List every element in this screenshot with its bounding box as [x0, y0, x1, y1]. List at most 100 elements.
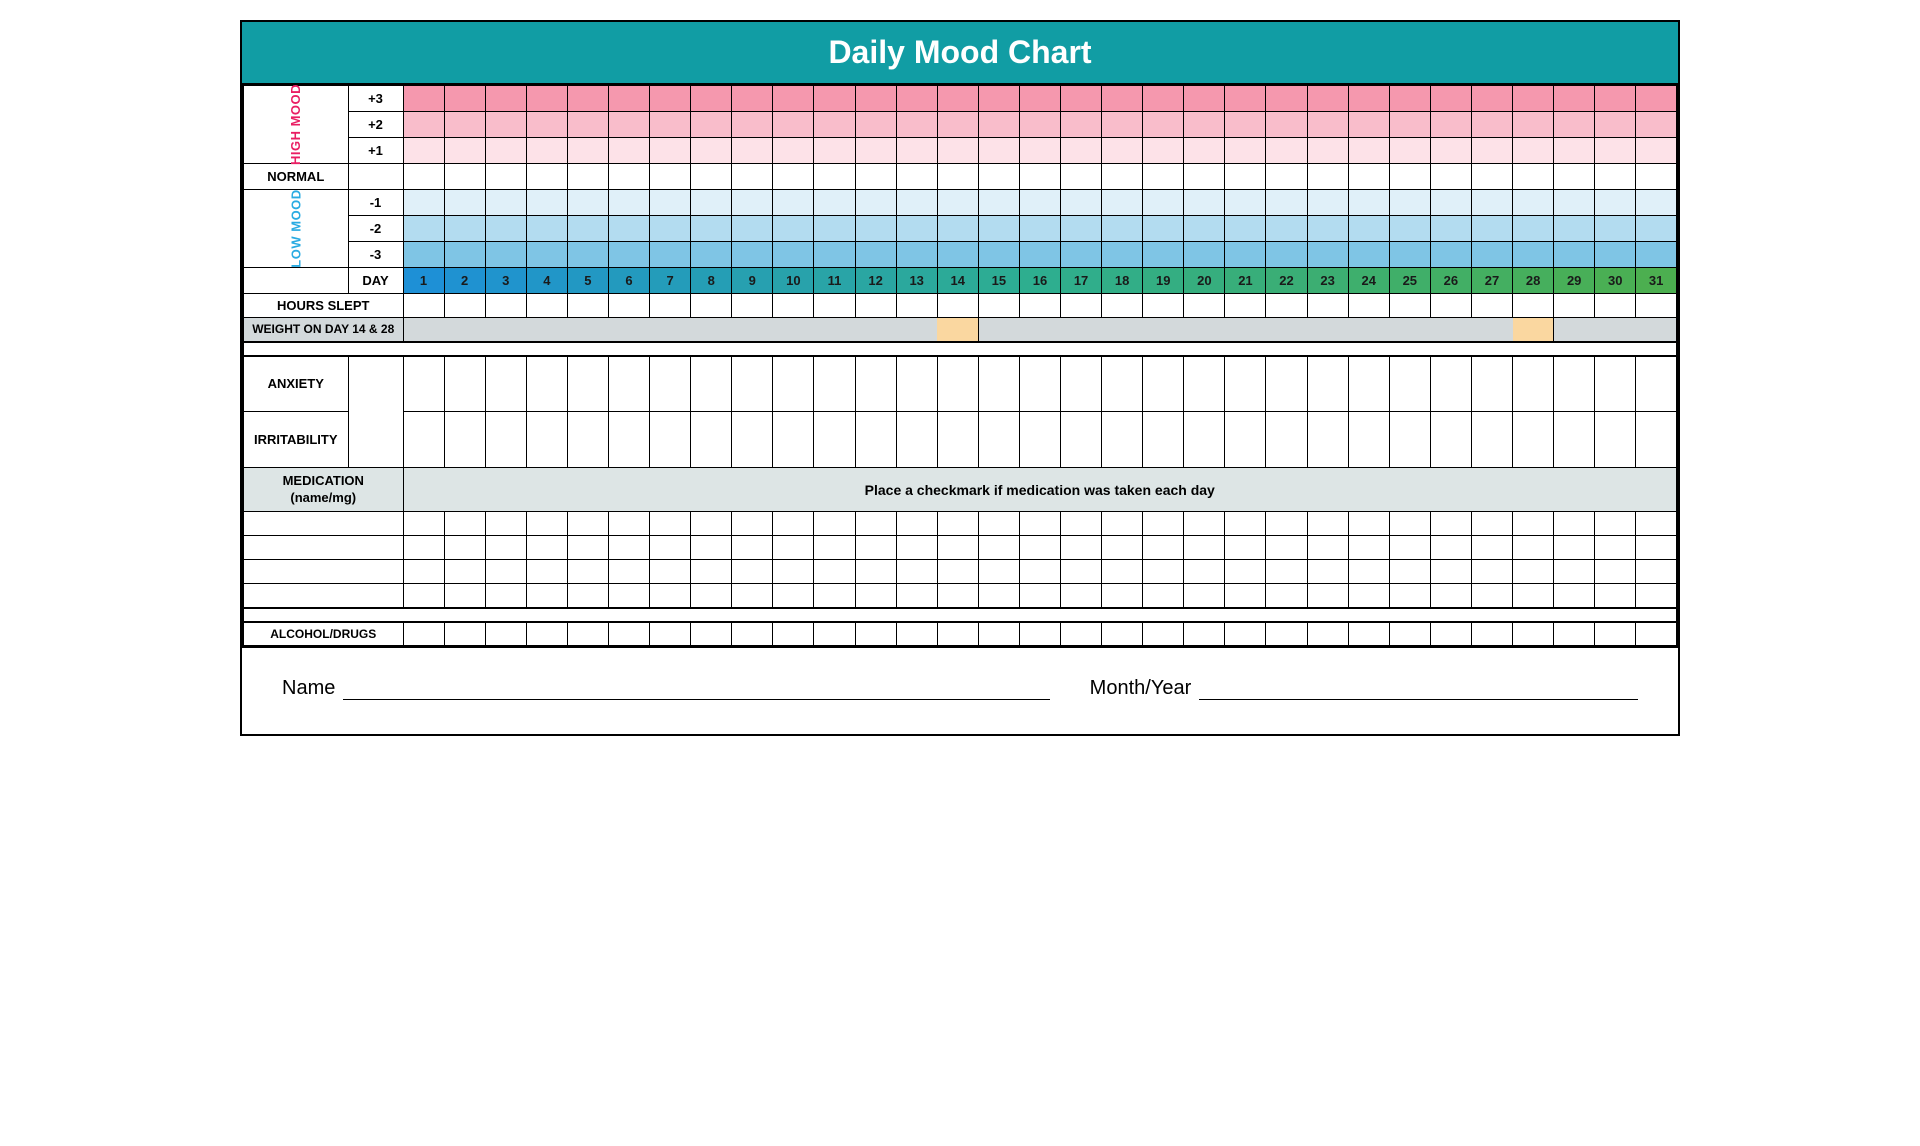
mood-cell[interactable]: [978, 190, 1019, 216]
medication-cell[interactable]: [1307, 584, 1348, 608]
medication-cell[interactable]: [444, 584, 485, 608]
irritability-cell[interactable]: [1266, 412, 1307, 468]
mood-cell[interactable]: [773, 190, 814, 216]
mood-cell[interactable]: [650, 164, 691, 190]
mood-cell[interactable]: [1595, 138, 1636, 164]
mood-cell[interactable]: [937, 216, 978, 242]
medication-cell[interactable]: [1430, 536, 1471, 560]
irritability-cell[interactable]: [1430, 412, 1471, 468]
medication-cell[interactable]: [608, 512, 649, 536]
hours-cell[interactable]: [937, 294, 978, 318]
mood-cell[interactable]: [444, 112, 485, 138]
irritability-cell[interactable]: [691, 412, 732, 468]
mood-cell[interactable]: [1471, 86, 1512, 112]
anxiety-cell[interactable]: [1184, 356, 1225, 412]
mood-cell[interactable]: [855, 216, 896, 242]
medication-name-cell[interactable]: [243, 536, 403, 560]
alcohol-cell[interactable]: [444, 622, 485, 646]
medication-cell[interactable]: [896, 560, 937, 584]
medication-cell[interactable]: [485, 560, 526, 584]
alcohol-cell[interactable]: [1061, 622, 1102, 646]
alcohol-cell[interactable]: [403, 622, 444, 646]
hours-cell[interactable]: [485, 294, 526, 318]
anxiety-cell[interactable]: [485, 356, 526, 412]
alcohol-cell[interactable]: [855, 622, 896, 646]
mood-cell[interactable]: [1554, 86, 1595, 112]
mood-cell[interactable]: [1636, 216, 1677, 242]
alcohol-cell[interactable]: [608, 622, 649, 646]
mood-cell[interactable]: [1184, 216, 1225, 242]
weight-cell[interactable]: [650, 318, 691, 342]
hours-cell[interactable]: [1389, 294, 1430, 318]
medication-cell[interactable]: [567, 536, 608, 560]
mood-cell[interactable]: [444, 86, 485, 112]
mood-cell[interactable]: [1307, 138, 1348, 164]
hours-cell[interactable]: [1595, 294, 1636, 318]
anxiety-cell[interactable]: [814, 356, 855, 412]
hours-cell[interactable]: [403, 294, 444, 318]
mood-cell[interactable]: [1595, 242, 1636, 268]
medication-cell[interactable]: [608, 536, 649, 560]
mood-cell[interactable]: [855, 190, 896, 216]
mood-cell[interactable]: [485, 164, 526, 190]
mood-cell[interactable]: [444, 216, 485, 242]
mood-cell[interactable]: [1266, 164, 1307, 190]
mood-cell[interactable]: [567, 216, 608, 242]
alcohol-cell[interactable]: [526, 622, 567, 646]
hours-cell[interactable]: [1184, 294, 1225, 318]
medication-cell[interactable]: [485, 512, 526, 536]
mood-cell[interactable]: [403, 164, 444, 190]
weight-cell[interactable]: [773, 318, 814, 342]
medication-cell[interactable]: [1554, 512, 1595, 536]
mood-cell[interactable]: [444, 190, 485, 216]
mood-cell[interactable]: [937, 138, 978, 164]
mood-cell[interactable]: [1636, 138, 1677, 164]
weight-cell[interactable]: [403, 318, 444, 342]
medication-cell[interactable]: [650, 536, 691, 560]
anxiety-cell[interactable]: [608, 356, 649, 412]
medication-cell[interactable]: [1019, 584, 1060, 608]
mood-cell[interactable]: [691, 138, 732, 164]
mood-cell[interactable]: [896, 242, 937, 268]
mood-cell[interactable]: [1389, 242, 1430, 268]
medication-cell[interactable]: [937, 584, 978, 608]
alcohol-cell[interactable]: [691, 622, 732, 646]
hours-cell[interactable]: [773, 294, 814, 318]
mood-cell[interactable]: [526, 112, 567, 138]
irritability-cell[interactable]: [567, 412, 608, 468]
mood-cell[interactable]: [691, 242, 732, 268]
mood-cell[interactable]: [1348, 242, 1389, 268]
medication-cell[interactable]: [1430, 512, 1471, 536]
hours-cell[interactable]: [444, 294, 485, 318]
mood-cell[interactable]: [1430, 216, 1471, 242]
medication-cell[interactable]: [1471, 512, 1512, 536]
medication-cell[interactable]: [1471, 584, 1512, 608]
weight-cell[interactable]: [1019, 318, 1060, 342]
medication-cell[interactable]: [526, 512, 567, 536]
mood-cell[interactable]: [773, 86, 814, 112]
mood-cell[interactable]: [1430, 242, 1471, 268]
medication-cell[interactable]: [978, 560, 1019, 584]
mood-cell[interactable]: [1266, 138, 1307, 164]
mood-cell[interactable]: [1061, 242, 1102, 268]
mood-cell[interactable]: [896, 190, 937, 216]
mood-cell[interactable]: [1471, 190, 1512, 216]
alcohol-cell[interactable]: [1307, 622, 1348, 646]
medication-cell[interactable]: [855, 584, 896, 608]
medication-cell[interactable]: [1389, 512, 1430, 536]
mood-cell[interactable]: [896, 216, 937, 242]
medication-cell[interactable]: [444, 512, 485, 536]
mood-cell[interactable]: [691, 86, 732, 112]
mood-cell[interactable]: [978, 164, 1019, 190]
mood-cell[interactable]: [1143, 138, 1184, 164]
mood-cell[interactable]: [732, 242, 773, 268]
weight-cell[interactable]: [1225, 318, 1266, 342]
mood-cell[interactable]: [896, 138, 937, 164]
medication-cell[interactable]: [485, 584, 526, 608]
medication-cell[interactable]: [855, 560, 896, 584]
medication-cell[interactable]: [1513, 512, 1554, 536]
medication-name-cell[interactable]: [243, 512, 403, 536]
medication-cell[interactable]: [732, 512, 773, 536]
alcohol-cell[interactable]: [1019, 622, 1060, 646]
mood-cell[interactable]: [567, 190, 608, 216]
